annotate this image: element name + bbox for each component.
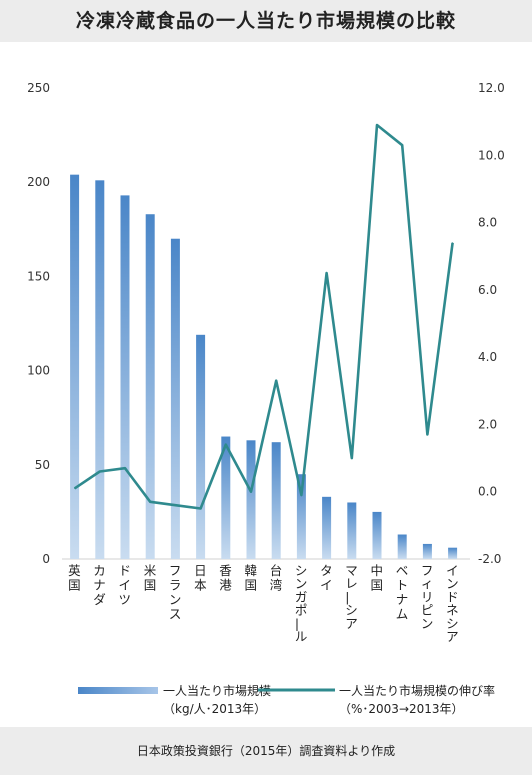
category-label: 日本 (194, 563, 207, 593)
bar (95, 180, 105, 560)
growth-rate-point (225, 444, 227, 446)
category-label: インドネシア (446, 563, 459, 644)
growth-rate-point (275, 380, 277, 382)
growth-rate-point (250, 491, 252, 493)
category-label: フランス (169, 563, 182, 622)
category-label: 中国 (371, 563, 384, 593)
legend-bar-swatch (78, 687, 158, 694)
left-axis-tick: 200 (27, 175, 50, 189)
bar (70, 174, 80, 559)
category-label: マレ|シア (345, 563, 358, 631)
legend-bar-label: 一人当たり市場規模 (163, 683, 271, 698)
category-label: 韓国 (245, 563, 258, 593)
bar (246, 440, 256, 559)
bar (422, 543, 432, 559)
category-label: シンガポ|ル (295, 563, 308, 644)
growth-rate-point (300, 494, 302, 496)
left-axis-tick: 100 (27, 364, 50, 378)
legend-bar-label-unit: （kg/人･2013年） (163, 702, 266, 716)
growth-rate-point (99, 471, 101, 473)
growth-rate-point (74, 487, 76, 489)
growth-rate-point (426, 434, 428, 436)
bar (271, 442, 281, 559)
growth-rate-point (452, 242, 454, 244)
category-label: カナダ (93, 563, 106, 607)
bar (347, 502, 357, 559)
source-bar (0, 727, 532, 775)
bar (145, 214, 155, 559)
right-axis-tick: 12.0 (478, 81, 505, 95)
legend-line-label: 一人当たり市場規模の伸び率 (339, 683, 495, 698)
bar (170, 238, 180, 559)
category-label: 台湾 (270, 563, 283, 593)
category-label: 香港 (219, 563, 232, 593)
growth-rate-line (73, 123, 454, 510)
legend-line-label-unit: （%･2003→2013年） (339, 702, 464, 716)
bar (448, 547, 458, 559)
bar (120, 195, 130, 559)
right-axis-tick: 2.0 (478, 417, 497, 431)
right-axis-tick: 0.0 (478, 485, 497, 499)
growth-rate-point (149, 501, 151, 503)
right-axis-tick: 6.0 (478, 283, 497, 297)
growth-rate-point (376, 124, 378, 126)
category-label: 英国 (68, 563, 81, 593)
right-axis-tick: 4.0 (478, 350, 497, 364)
growth-rate-point (401, 144, 403, 146)
category-label: タイ (320, 563, 333, 593)
bar (196, 334, 206, 559)
chart: 0 50 100 150 200 250 -2.0 0.0 2.0 4.0 6.0 8.0 10.0 1… (27, 81, 505, 716)
left-axis-tick: 250 (27, 81, 50, 95)
source-note: 日本政策投資銀行（2015年）調査資料より作成 (136, 744, 396, 758)
bar (221, 436, 231, 559)
category-label: ドイツ (119, 563, 132, 607)
right-axis-tick: 10.0 (478, 148, 505, 162)
bar (397, 534, 407, 559)
growth-rate-point (326, 272, 328, 274)
growth-rate-point (124, 467, 126, 469)
title-bar (0, 0, 532, 42)
growth-rate-point (351, 457, 353, 459)
bar (372, 511, 382, 559)
right-axis-tick: -2.0 (478, 552, 501, 566)
category-label: フィリピン (421, 563, 434, 631)
growth-rate-point (200, 508, 202, 510)
left-axis-tick: 150 (27, 269, 50, 283)
right-axis-tick: 8.0 (478, 216, 497, 230)
left-axis-tick: 0 (42, 552, 50, 566)
left-axis-tick: 50 (35, 458, 50, 472)
category-label: ベトナム (396, 563, 409, 622)
bar (322, 496, 332, 559)
chart-title: 冷凍冷蔵食品の一人当たり市場規模の比較 (75, 10, 456, 32)
bar (296, 474, 306, 559)
growth-rate-point (174, 504, 176, 506)
category-label: 米国 (144, 563, 157, 593)
